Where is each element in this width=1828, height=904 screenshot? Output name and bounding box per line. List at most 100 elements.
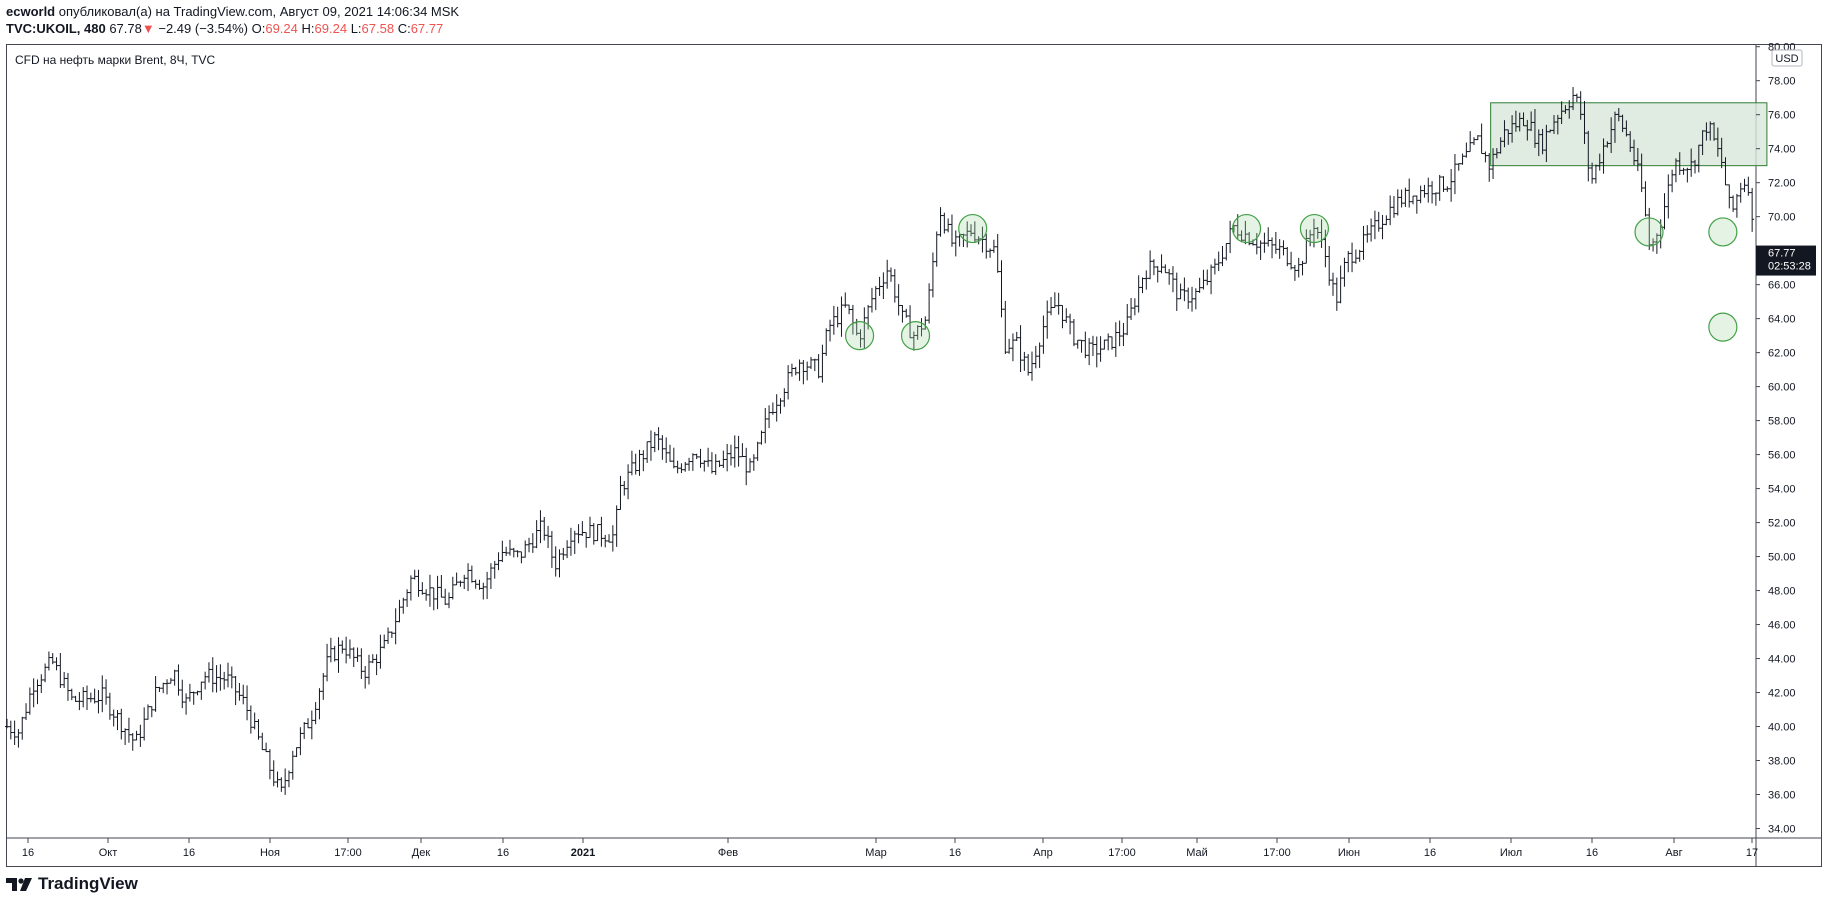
ohlc-bar: [904, 308, 909, 318]
ohlc-bar: [298, 727, 303, 756]
ohlc-bar: [447, 592, 452, 609]
price-axis[interactable]: 80.0078.0076.0074.0072.0070.0068.0066.00…: [1756, 42, 1796, 836]
ohlc-bar: [1110, 336, 1115, 350]
last-price-label: 67.77: [1768, 248, 1796, 260]
ohlc-bar: [1353, 249, 1358, 264]
ohlc-bar: [1601, 138, 1606, 174]
ohlc-bar: [946, 218, 951, 233]
time-axis[interactable]: 16 Окт 16 Ноя 17:00 Дек 16 2021 Фев Мар 16 Апр 17:00…: [22, 838, 1758, 859]
ohlc-bar: [527, 537, 532, 553]
ohlc-bar: [187, 683, 192, 702]
ohlc-bar: [210, 657, 215, 693]
ohlc-bar: [427, 574, 432, 607]
ohlc-bar: [260, 732, 265, 751]
ohlc-bar: [1228, 220, 1233, 254]
ohlc-bar: [1712, 122, 1717, 141]
brand-logo[interactable]: TradingView: [6, 874, 138, 894]
ohlc-bar: [816, 354, 821, 379]
ohlc-bar: [294, 747, 299, 758]
ohlc-bar: [1384, 215, 1389, 226]
ohlc-bar: [995, 234, 1000, 273]
ohlc-bar: [8, 720, 13, 740]
ohlc-bar: [1723, 157, 1728, 186]
ohlc-bar: [1174, 272, 1179, 311]
ohlc-bar: [492, 560, 497, 579]
x-tick-label: Июн: [1338, 847, 1360, 859]
ohlc-bar: [1395, 189, 1400, 216]
ohlc-bar: [671, 447, 676, 469]
ohlc-bar: [1632, 139, 1637, 166]
ohlc-bar: [1365, 225, 1370, 243]
author-name[interactable]: ecworld: [6, 4, 56, 19]
ohlc-bar: [885, 259, 890, 289]
ohlc-bar: [1529, 111, 1534, 132]
ohlc-bar: [934, 231, 939, 267]
y-tick-label: 56.00: [1768, 450, 1796, 462]
ohlc-bar: [1087, 338, 1092, 366]
ohlc-bar: [1247, 231, 1252, 246]
ohlc-bar: [633, 453, 638, 475]
ohlc-bar: [1479, 123, 1484, 155]
ohlc-bar: [115, 710, 120, 731]
ohlc-bar: [629, 450, 634, 476]
chart-frame[interactable]: [6, 44, 1822, 867]
ohlc-bar: [969, 224, 974, 237]
ohlc-bar: [123, 728, 128, 745]
ohlc-bar: [77, 692, 82, 711]
countdown-label: 02:53:28: [1768, 261, 1811, 273]
ohlc-bar: [306, 718, 311, 729]
ohlc-bar: [557, 549, 562, 578]
ohlc-bar: [713, 454, 718, 475]
x-tick-label: Май: [1186, 847, 1208, 859]
brand-name: TradingView: [38, 874, 138, 893]
ohlc-bar: [1696, 144, 1701, 173]
x-tick-label: 16: [1586, 847, 1598, 859]
ohlc-bar: [1555, 114, 1560, 135]
ohlc-bar: [351, 647, 356, 668]
ohlc-bar: [389, 631, 394, 639]
ohlc-bar: [1170, 266, 1175, 293]
ohlc-bar: [717, 460, 722, 468]
ohlc-bar: [591, 523, 596, 545]
ohlc-bar: [359, 648, 364, 680]
ohlc-bar: [1007, 338, 1012, 354]
published-text: опубликовал(а) на TradingView.com, Авгус…: [58, 4, 460, 19]
ohlc-bar: [1315, 226, 1320, 239]
ohlc-bar: [1125, 303, 1130, 336]
x-tick-label: Июл: [1500, 847, 1522, 859]
ohlc-bar: [1212, 258, 1217, 275]
ohlc-bar: [999, 260, 1004, 318]
ohlc-bar: [142, 707, 147, 741]
ohlc-bar: [1689, 148, 1694, 177]
ohlc-bar: [1033, 345, 1038, 369]
ohlc-bar: [1692, 159, 1697, 174]
ohlc-bar: [1734, 193, 1739, 218]
ohlc-bar: [774, 394, 779, 422]
ohlc-bar: [355, 647, 360, 662]
ohlc-bar: [1662, 193, 1667, 230]
currency-badge[interactable]: USD: [1771, 49, 1803, 67]
ohlc-bar: [1738, 182, 1743, 203]
ohlc-bar: [607, 534, 612, 543]
ohlc-bar: [698, 448, 703, 468]
circle-annotation: [1299, 213, 1330, 244]
ohlc-bar: [1525, 119, 1530, 141]
ohlc-bar: [1292, 264, 1297, 281]
ohlc-bars: [5, 87, 1755, 795]
ohlc-bar: [1052, 292, 1057, 308]
ohlc-bar: [1193, 288, 1198, 310]
ohlc-bar: [408, 575, 413, 601]
ohlc-bar: [1628, 131, 1633, 153]
ohlc-bar: [1742, 178, 1747, 193]
ohlc-bar: [1506, 129, 1511, 145]
ohlc-bar: [1635, 147, 1640, 172]
ohlc-bar: [652, 431, 657, 453]
y-tick-label: 34.00: [1768, 824, 1796, 836]
ohlc-bar: [770, 402, 775, 415]
ohlc-bar: [1022, 351, 1027, 371]
ohlc-bar: [1521, 112, 1526, 127]
ohlc-bar: [1719, 137, 1724, 169]
ohlc-bar: [1346, 251, 1351, 273]
ohlc-bar: [1483, 151, 1488, 163]
